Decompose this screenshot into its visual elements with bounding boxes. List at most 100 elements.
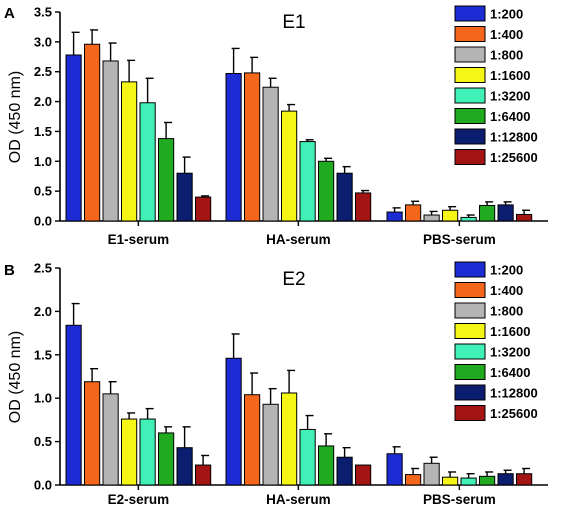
legend-label: 1:1600 bbox=[490, 68, 530, 83]
bar bbox=[423, 462, 440, 486]
bar bbox=[405, 204, 422, 222]
legend-swatch bbox=[454, 364, 486, 380]
bar bbox=[195, 464, 212, 486]
x-category-label: HA-serum bbox=[266, 232, 331, 247]
bar bbox=[244, 394, 261, 486]
legend-swatch bbox=[454, 323, 486, 339]
legend-label: 1:200 bbox=[490, 7, 523, 22]
chart-title: E2 bbox=[282, 269, 305, 290]
y-tick-label: 0.0 bbox=[34, 478, 52, 493]
legend-swatch bbox=[454, 46, 486, 63]
bar bbox=[299, 428, 316, 486]
x-category-label: PBS-serum bbox=[423, 232, 496, 247]
bar bbox=[139, 102, 156, 222]
bar bbox=[176, 447, 193, 486]
bar bbox=[336, 172, 353, 222]
y-axis-label: OD (450 nm) bbox=[7, 71, 24, 163]
bar bbox=[102, 393, 119, 486]
bar bbox=[262, 86, 279, 222]
bar bbox=[479, 204, 496, 222]
y-tick-label: 2.5 bbox=[34, 261, 52, 276]
legend-label: 1:12800 bbox=[490, 386, 538, 401]
y-tick-label: 0.0 bbox=[34, 214, 52, 229]
bar bbox=[225, 73, 242, 222]
legend-swatch bbox=[454, 87, 486, 104]
y-tick-label: 3.5 bbox=[34, 5, 52, 20]
bar bbox=[244, 72, 261, 222]
bar bbox=[442, 476, 459, 486]
legend-label: 1:400 bbox=[490, 283, 523, 298]
bar bbox=[497, 204, 514, 222]
x-category-label: PBS-serum bbox=[423, 492, 496, 507]
y-tick-label: 1.0 bbox=[34, 391, 52, 406]
bar bbox=[225, 357, 242, 486]
legend-swatch bbox=[454, 343, 486, 360]
y-axis-label: OD (450 nm) bbox=[7, 331, 24, 423]
y-tick-label: 0.5 bbox=[34, 184, 52, 199]
bar bbox=[195, 196, 212, 222]
bar bbox=[318, 160, 335, 222]
legend-swatch bbox=[454, 128, 486, 145]
bar bbox=[121, 418, 138, 486]
legend-label: 1:200 bbox=[490, 263, 523, 278]
x-category-label: E1-serum bbox=[108, 232, 170, 247]
y-tick-label: 1.5 bbox=[34, 124, 52, 139]
legend-label: 1:400 bbox=[490, 27, 523, 42]
legend-label: 1:800 bbox=[490, 48, 523, 63]
legend-swatch bbox=[454, 108, 486, 124]
legend-label: 1:800 bbox=[490, 304, 523, 319]
bar bbox=[355, 192, 372, 222]
bar bbox=[460, 216, 477, 222]
bar bbox=[84, 381, 101, 486]
bar bbox=[355, 464, 372, 486]
bar bbox=[479, 475, 496, 486]
legend-label: 1:3200 bbox=[490, 345, 530, 360]
legend-swatch bbox=[454, 5, 486, 22]
y-tick-label: 1.5 bbox=[34, 347, 52, 362]
bar bbox=[102, 60, 119, 222]
bar bbox=[386, 211, 403, 222]
bar bbox=[516, 473, 533, 486]
bar bbox=[176, 172, 193, 222]
legend-swatch bbox=[454, 261, 486, 278]
legend-swatch bbox=[454, 384, 486, 401]
bar bbox=[158, 432, 175, 486]
bar bbox=[386, 453, 403, 486]
x-category-label: HA-serum bbox=[266, 492, 331, 507]
legend-label: 1:1600 bbox=[490, 324, 530, 339]
bar bbox=[405, 474, 422, 486]
bar bbox=[423, 214, 440, 222]
bar bbox=[281, 392, 298, 486]
bar bbox=[139, 418, 156, 486]
legend-swatch bbox=[454, 405, 486, 421]
bar bbox=[262, 403, 279, 486]
panel-label: A bbox=[4, 5, 15, 22]
y-tick-label: 2.0 bbox=[34, 94, 52, 109]
bar bbox=[497, 473, 514, 486]
legend-swatch bbox=[454, 149, 486, 165]
legend-swatch bbox=[454, 67, 486, 83]
legend-label: 1:3200 bbox=[490, 89, 530, 104]
y-tick-label: 2.5 bbox=[34, 64, 52, 79]
legend-swatch bbox=[454, 302, 486, 319]
chart-title: E1 bbox=[282, 12, 305, 33]
bar bbox=[84, 43, 101, 222]
bar bbox=[65, 54, 82, 222]
bar bbox=[516, 213, 533, 222]
legend-label: 1:6400 bbox=[490, 109, 530, 124]
legend-label: 1:25600 bbox=[490, 150, 538, 165]
bar bbox=[65, 324, 82, 486]
bar bbox=[460, 477, 477, 486]
bar bbox=[442, 209, 459, 222]
bar bbox=[158, 138, 175, 222]
x-category-label: E2-serum bbox=[108, 492, 170, 507]
bar bbox=[336, 456, 353, 486]
y-tick-label: 2.0 bbox=[34, 304, 52, 319]
bar bbox=[281, 110, 298, 222]
y-tick-label: 1.0 bbox=[34, 154, 52, 169]
bar bbox=[318, 445, 335, 486]
legend-label: 1:12800 bbox=[490, 130, 538, 145]
legend-swatch bbox=[454, 282, 486, 298]
bar bbox=[121, 81, 138, 222]
